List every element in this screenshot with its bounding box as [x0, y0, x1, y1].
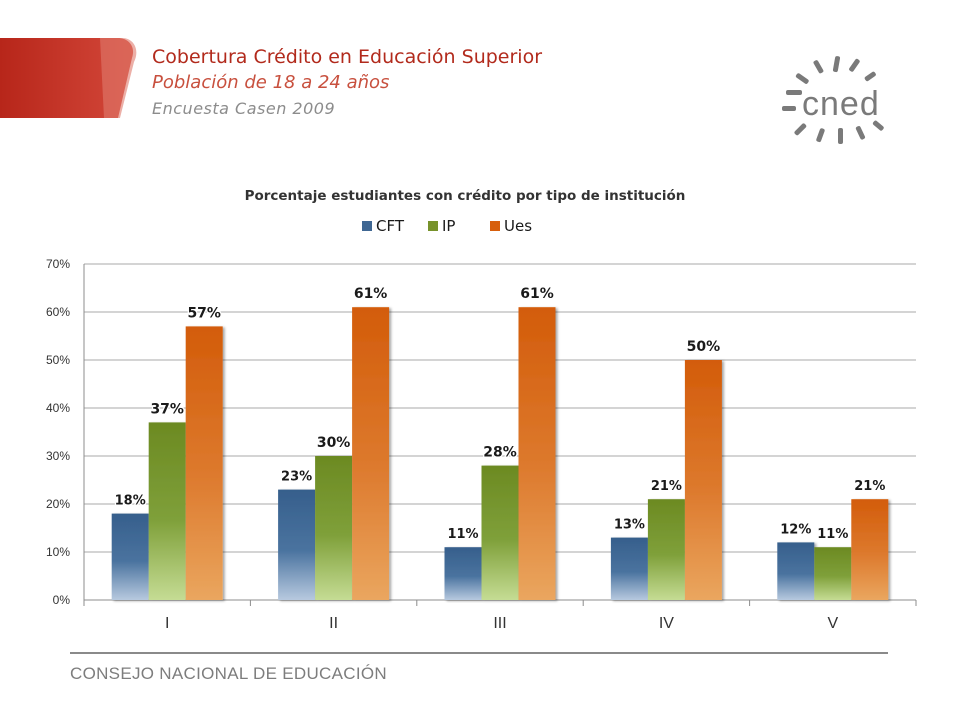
bar-cft	[777, 542, 815, 600]
data-label: 12%	[780, 522, 811, 537]
legend-swatch-ues	[490, 221, 500, 231]
data-label: 21%	[854, 479, 885, 494]
bar-ues	[518, 307, 556, 600]
x-tick-label: IV	[659, 615, 674, 632]
page-title: Cobertura Crédito en Educación Superior	[152, 46, 543, 68]
bar-ues	[185, 326, 223, 600]
bar-cft	[610, 537, 648, 600]
bar-ip	[315, 456, 353, 600]
bar-chart: Porcentaje estudiantes con crédito por t…	[46, 188, 917, 632]
legend-swatch-cft	[362, 221, 372, 231]
bar-ip	[481, 465, 519, 600]
bar-ues	[851, 499, 889, 600]
data-label: 57%	[187, 305, 221, 321]
y-tick-label: 60%	[46, 305, 70, 319]
chart-data-labels: 18% 23% 11% 13% 12% 37% 30% 28% 21% 11% 57% 61% 61% 5…	[113, 285, 886, 544]
y-tick-label: 0%	[53, 593, 71, 607]
corner-decoration	[0, 38, 137, 118]
legend-label: CFT	[376, 217, 405, 235]
legend-swatch-ip	[428, 221, 438, 231]
data-label: 28%	[483, 445, 517, 461]
data-label: 13%	[614, 518, 645, 533]
data-label: 21%	[651, 479, 682, 494]
y-tick-label: 30%	[46, 449, 70, 463]
bar-ip	[148, 422, 186, 600]
logo-text: cned	[802, 85, 880, 123]
data-label: 50%	[687, 339, 721, 355]
x-tick-label: II	[329, 615, 338, 632]
data-label: 61%	[354, 286, 388, 302]
x-tick-label: III	[493, 615, 506, 632]
y-tick-label: 10%	[46, 545, 70, 559]
bar-ip	[814, 547, 852, 600]
cned-sunburst-logo: cned	[782, 56, 884, 144]
data-label: 30%	[317, 435, 351, 451]
y-tick-label: 20%	[46, 497, 70, 511]
bar-ues	[684, 360, 722, 600]
chart-legend: CFT IP Ues	[362, 217, 532, 235]
data-label: 37%	[150, 401, 184, 417]
data-label: 23%	[281, 470, 312, 485]
y-tick-label: 70%	[46, 257, 70, 271]
x-tick-label: V	[827, 615, 838, 632]
bar-ip	[647, 499, 685, 600]
y-tick-label: 40%	[46, 401, 70, 415]
bar-cft	[444, 547, 482, 600]
chart-bars	[111, 307, 889, 600]
legend-label: Ues	[504, 217, 532, 235]
bar-ues	[352, 307, 390, 600]
page-subtitle: Población de 18 a 24 años	[152, 72, 390, 93]
bar-cft	[111, 513, 149, 600]
chart-title: Porcentaje estudiantes con crédito por t…	[245, 188, 686, 204]
y-tick-label: 50%	[46, 353, 70, 367]
data-label: 11%	[817, 527, 848, 542]
data-source: Encuesta Casen 2009	[152, 99, 336, 118]
x-tick-label: I	[165, 615, 169, 632]
legend-label: IP	[442, 217, 455, 235]
footer-divider	[70, 652, 888, 654]
bar-cft	[278, 489, 316, 600]
data-label: 61%	[520, 286, 554, 302]
header: Cobertura Crédito en Educación Superior …	[152, 44, 542, 122]
data-label: 11%	[447, 527, 478, 542]
footer-organization: CONSEJO NACIONAL DE EDUCACIÓN	[70, 664, 387, 683]
data-label: 18%	[115, 494, 146, 509]
